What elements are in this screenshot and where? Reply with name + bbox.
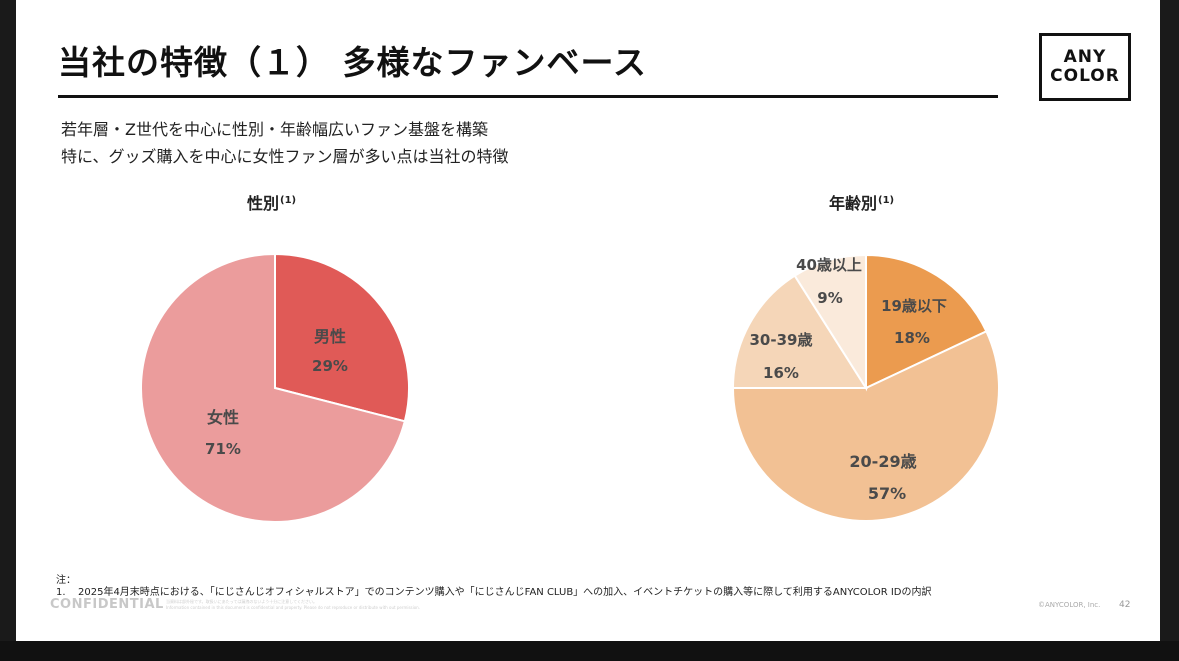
confidential-notice-ja: 当資料は部外秘です。取扱いにあたっては漏洩のないよう十分に注意してください。 bbox=[166, 599, 317, 604]
age-pie-slice-2 bbox=[731, 330, 1000, 522]
slice-label-female: 女性 bbox=[207, 408, 239, 427]
slice-label-20-29: 20-29歳 bbox=[849, 452, 916, 471]
footnote-1: 1. 2025年4月末時点における、「にじさんじオフィシャルストア」でのコンテンツ… bbox=[56, 583, 931, 598]
age-pie-slice-4 bbox=[793, 253, 867, 392]
slice-value-20-29: 57% bbox=[868, 484, 906, 503]
confidential-notice-en: Information contained in this document i… bbox=[166, 605, 420, 610]
title-divider bbox=[58, 95, 998, 98]
slice-label-19-under: 19歳以下 bbox=[881, 297, 947, 315]
logo-text-line1: ANY bbox=[1063, 47, 1107, 67]
slice-value-male: 29% bbox=[312, 357, 348, 375]
note-heading: 注： bbox=[56, 575, 76, 586]
footnote-number: 1. bbox=[56, 587, 66, 598]
age-pie-slice-1 bbox=[865, 253, 988, 390]
age-pie-slice-3 bbox=[731, 274, 868, 389]
slice-label-40-over: 40歳以上 bbox=[796, 256, 862, 274]
page-title: 当社の特徴（１） 多様なファンベース bbox=[58, 43, 647, 82]
footnote-text: 2025年4月末時点における、「にじさんじオフィシャルストア」でのコンテンツ購入… bbox=[78, 587, 932, 598]
slice-value-19-under: 18% bbox=[894, 329, 930, 347]
age-chart-title-footnote: (1) bbox=[878, 195, 895, 206]
anycolor-logo: ANY COLOR bbox=[1039, 33, 1131, 101]
page-number: 42 bbox=[1119, 600, 1131, 610]
gender-pie-slice-1 bbox=[274, 252, 410, 423]
subtitle-line-1: 若年層・Z世代を中心に性別・年齢幅広いファン基盤を構築 bbox=[61, 120, 488, 139]
slice-value-female: 71% bbox=[205, 440, 241, 458]
slice-label-30-39: 30-39歳 bbox=[750, 331, 813, 349]
age-chart-title: 年齢別(1) bbox=[829, 190, 894, 214]
gender-pie-slice-2 bbox=[140, 252, 407, 523]
confidential-mark: CONFIDENTIAL bbox=[50, 597, 164, 612]
gender-chart-title: 性別(1) bbox=[247, 190, 296, 214]
copyright: ©ANYCOLOR, Inc. bbox=[1038, 601, 1101, 609]
age-pie-chart: 19歳以下 18% 20-29歳 57% 30-39歳 16% 40歳以上 9% bbox=[731, 253, 1000, 522]
bottom-frame-bar bbox=[0, 641, 1179, 661]
gender-chart-title-footnote: (1) bbox=[280, 195, 297, 206]
gender-chart-title-text: 性別 bbox=[247, 194, 280, 213]
gender-pie-slices bbox=[140, 252, 410, 523]
slice-label-male: 男性 bbox=[314, 327, 346, 346]
age-chart-title-text: 年齢別 bbox=[829, 194, 878, 213]
slide: 当社の特徴（１） 多様なファンベース ANY COLOR 若年層・Z世代を中心に… bbox=[16, 0, 1160, 641]
slice-value-40-over: 9% bbox=[817, 289, 842, 307]
gender-pie-chart: 男性 29% 女性 71% bbox=[140, 252, 410, 523]
age-pie-slices bbox=[731, 253, 1000, 522]
subtitle-line-2: 特に、グッズ購入を中心に女性ファン層が多い点は当社の特徴 bbox=[61, 147, 509, 166]
logo-text-line2: COLOR bbox=[1050, 66, 1120, 86]
slice-value-30-39: 16% bbox=[763, 364, 799, 382]
